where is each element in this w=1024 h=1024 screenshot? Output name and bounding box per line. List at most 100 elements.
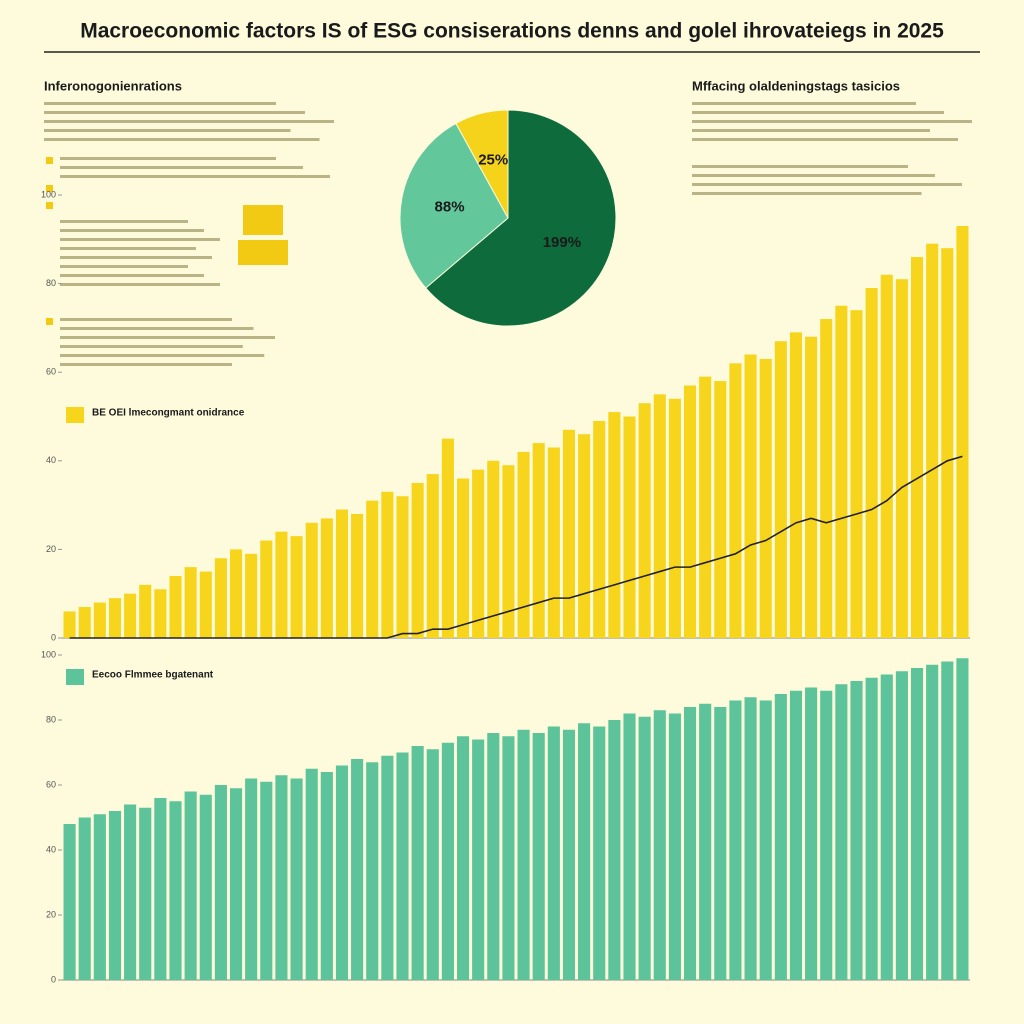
bar: [547, 447, 560, 638]
bar: [699, 703, 712, 980]
bar: [275, 531, 288, 638]
bar: [199, 794, 212, 980]
text-line: [44, 120, 334, 123]
y-tick-label: 0: [51, 974, 56, 984]
y-tick-label: 40: [46, 844, 56, 854]
bar: [154, 589, 167, 638]
bar: [245, 553, 258, 638]
bar: [638, 716, 651, 980]
bar: [910, 668, 924, 980]
bar: [502, 736, 515, 980]
bar: [381, 755, 394, 980]
bar: [623, 416, 636, 638]
bar: [835, 684, 848, 980]
bar: [335, 765, 349, 980]
bar: [805, 687, 818, 980]
bar: [214, 558, 227, 638]
left-heading: Inferonogonienrations: [44, 78, 182, 93]
bar: [351, 759, 364, 980]
text-line: [60, 336, 275, 339]
text-line: [60, 363, 232, 366]
bar: [532, 443, 545, 638]
text-line: [60, 247, 196, 250]
bar: [426, 749, 439, 980]
text-line: [60, 354, 265, 357]
text-line: [692, 192, 922, 195]
bar: [320, 772, 333, 980]
legend-swatch: [66, 669, 84, 685]
bar: [941, 248, 954, 638]
bar: [184, 791, 197, 980]
slice-label: 199%: [543, 234, 581, 251]
bar: [78, 817, 91, 980]
bar: [926, 664, 939, 980]
y-tick-label: 60: [46, 367, 56, 377]
bar: [366, 762, 379, 980]
bar: [456, 478, 470, 638]
bar: [578, 434, 591, 638]
y-tick-label: 0: [51, 632, 56, 642]
y-tick-label: 20: [46, 544, 56, 554]
text-line: [60, 229, 204, 232]
bar: [562, 729, 576, 980]
bar: [93, 814, 106, 980]
bar: [411, 746, 424, 980]
bar: [426, 474, 439, 638]
bar: [305, 768, 318, 980]
bar: [229, 788, 243, 980]
bullet: [46, 157, 53, 164]
y-tick-label: 20: [46, 909, 56, 919]
bar: [805, 336, 818, 638]
bar: [623, 713, 636, 980]
bar: [124, 593, 137, 638]
bar: [290, 778, 303, 980]
icon: [238, 240, 288, 265]
bar: [517, 729, 530, 980]
text-line: [44, 111, 305, 114]
bar: [729, 363, 742, 638]
text-line: [60, 238, 220, 241]
bar: [744, 697, 757, 980]
bar: [456, 736, 470, 980]
bar: [245, 778, 258, 980]
bar: [653, 710, 666, 980]
bar: [593, 726, 606, 980]
bar: [759, 700, 772, 980]
icon: [243, 205, 283, 235]
bar: [865, 288, 878, 638]
bar: [441, 742, 454, 980]
bar: [759, 358, 772, 638]
bar: [789, 690, 803, 980]
bar: [139, 807, 152, 980]
legend-swatch: [66, 407, 84, 423]
y-tick-label: 100: [41, 189, 56, 199]
bar: [124, 804, 137, 980]
bar: [593, 420, 606, 638]
bar: [184, 567, 197, 638]
bar: [275, 775, 288, 980]
text-line: [60, 220, 188, 223]
bar: [78, 606, 91, 638]
bar: [381, 491, 394, 638]
bar: [290, 536, 303, 638]
text-line: [692, 165, 908, 168]
bar: [139, 584, 152, 638]
bar: [532, 733, 545, 980]
bar: [169, 801, 182, 980]
bar: [441, 438, 454, 638]
bullet: [46, 318, 53, 325]
pie-slice: [425, 109, 617, 327]
bar: [154, 798, 167, 980]
bar: [941, 661, 954, 980]
bar: [547, 726, 560, 980]
bar: [668, 398, 681, 638]
bar: [880, 674, 893, 980]
title: Macroeconomic factors IS of ESG consiser…: [80, 20, 944, 43]
bar: [729, 700, 742, 980]
text-line: [44, 138, 320, 141]
text-line: [692, 129, 930, 132]
text-blocks: [44, 102, 972, 366]
bar: [320, 518, 333, 638]
bar: [578, 723, 591, 980]
